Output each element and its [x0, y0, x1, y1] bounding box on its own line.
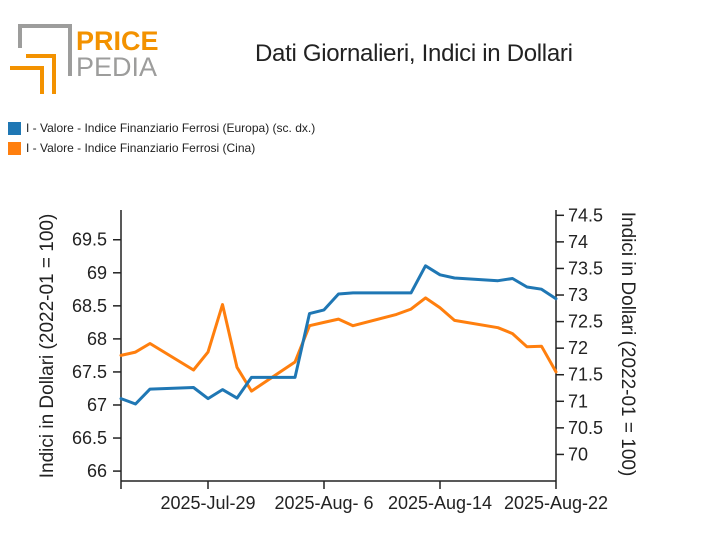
chart-title: Dati Giornalieri, Indici in Dollari [255, 40, 573, 67]
series-line-europa [119, 264, 558, 406]
logo-gray-bracket [18, 24, 72, 76]
y-axis-left-label: Indici in Dollari (2022-01 = 100) [37, 214, 58, 479]
y-right-tick-label: 74.5 [568, 205, 603, 225]
legend-label-europa: I - Valore - Indice Finanziario Ferrosi … [26, 121, 316, 135]
y-right-tick-label: 71 [568, 391, 588, 411]
x-tick-label: 2025-Aug-22 [504, 493, 608, 513]
y-left-tick-label: 68 [87, 329, 107, 349]
y-right-tick-label: 70 [568, 444, 588, 464]
legend-label-cina: I - Valore - Indice Finanziario Ferrosi … [26, 141, 256, 155]
y-axis-right-label: Indici in Dollari (2022-01 = 100) [617, 212, 638, 477]
y-right-tick-label: 72 [568, 338, 588, 358]
legend-item-europa[interactable]: I - Valore - Indice Finanziario Ferrosi … [8, 118, 315, 138]
y-left-tick-label: 68.5 [72, 296, 107, 316]
chart-lines [119, 264, 558, 406]
y-left-tick-label: 67.5 [72, 362, 107, 382]
y-right-tick-label: 73 [568, 285, 588, 305]
chart-axes: 66 66.5 67 67.5 68 68.5 69 69.5 70 70.5 71 71.5 72 72… [72, 205, 608, 513]
y-left-tick-label: 66.5 [72, 428, 107, 448]
logo-orange-bracket-outer [10, 66, 44, 94]
logo-word-price: PRICE [76, 26, 159, 56]
y-right-tick-label: 73.5 [568, 258, 603, 278]
chart-legend: I - Valore - Indice Finanziario Ferrosi … [8, 118, 315, 158]
y-right-tick-label: 70.5 [568, 418, 603, 438]
pricepedia-logo: PRICE PEDIA [8, 22, 168, 94]
legend-item-cina[interactable]: I - Valore - Indice Finanziario Ferrosi … [8, 138, 315, 158]
y-left-tick-label: 69 [87, 263, 107, 283]
x-tick-label: 2025-Aug-14 [388, 493, 492, 513]
y-right-tick-label: 74 [568, 232, 588, 252]
y-left-tick-label: 66 [87, 461, 107, 481]
legend-swatch-cina [8, 141, 21, 155]
y-right-tick-label: 72.5 [568, 312, 603, 332]
y-right-tick-label: 71.5 [568, 365, 603, 385]
logo-mark: PRICE PEDIA [10, 24, 159, 94]
x-tick-label: 2025-Jul-29 [160, 493, 255, 513]
logo-word-pedia: PEDIA [76, 52, 157, 82]
series-line-cina [119, 296, 558, 393]
y-left-tick-label: 69.5 [72, 230, 107, 250]
y-left-tick-label: 67 [87, 395, 107, 415]
logo-orange-bracket-inner [26, 54, 56, 94]
x-tick-label: 2025-Aug- 6 [274, 493, 373, 513]
legend-swatch-europa [8, 121, 21, 135]
